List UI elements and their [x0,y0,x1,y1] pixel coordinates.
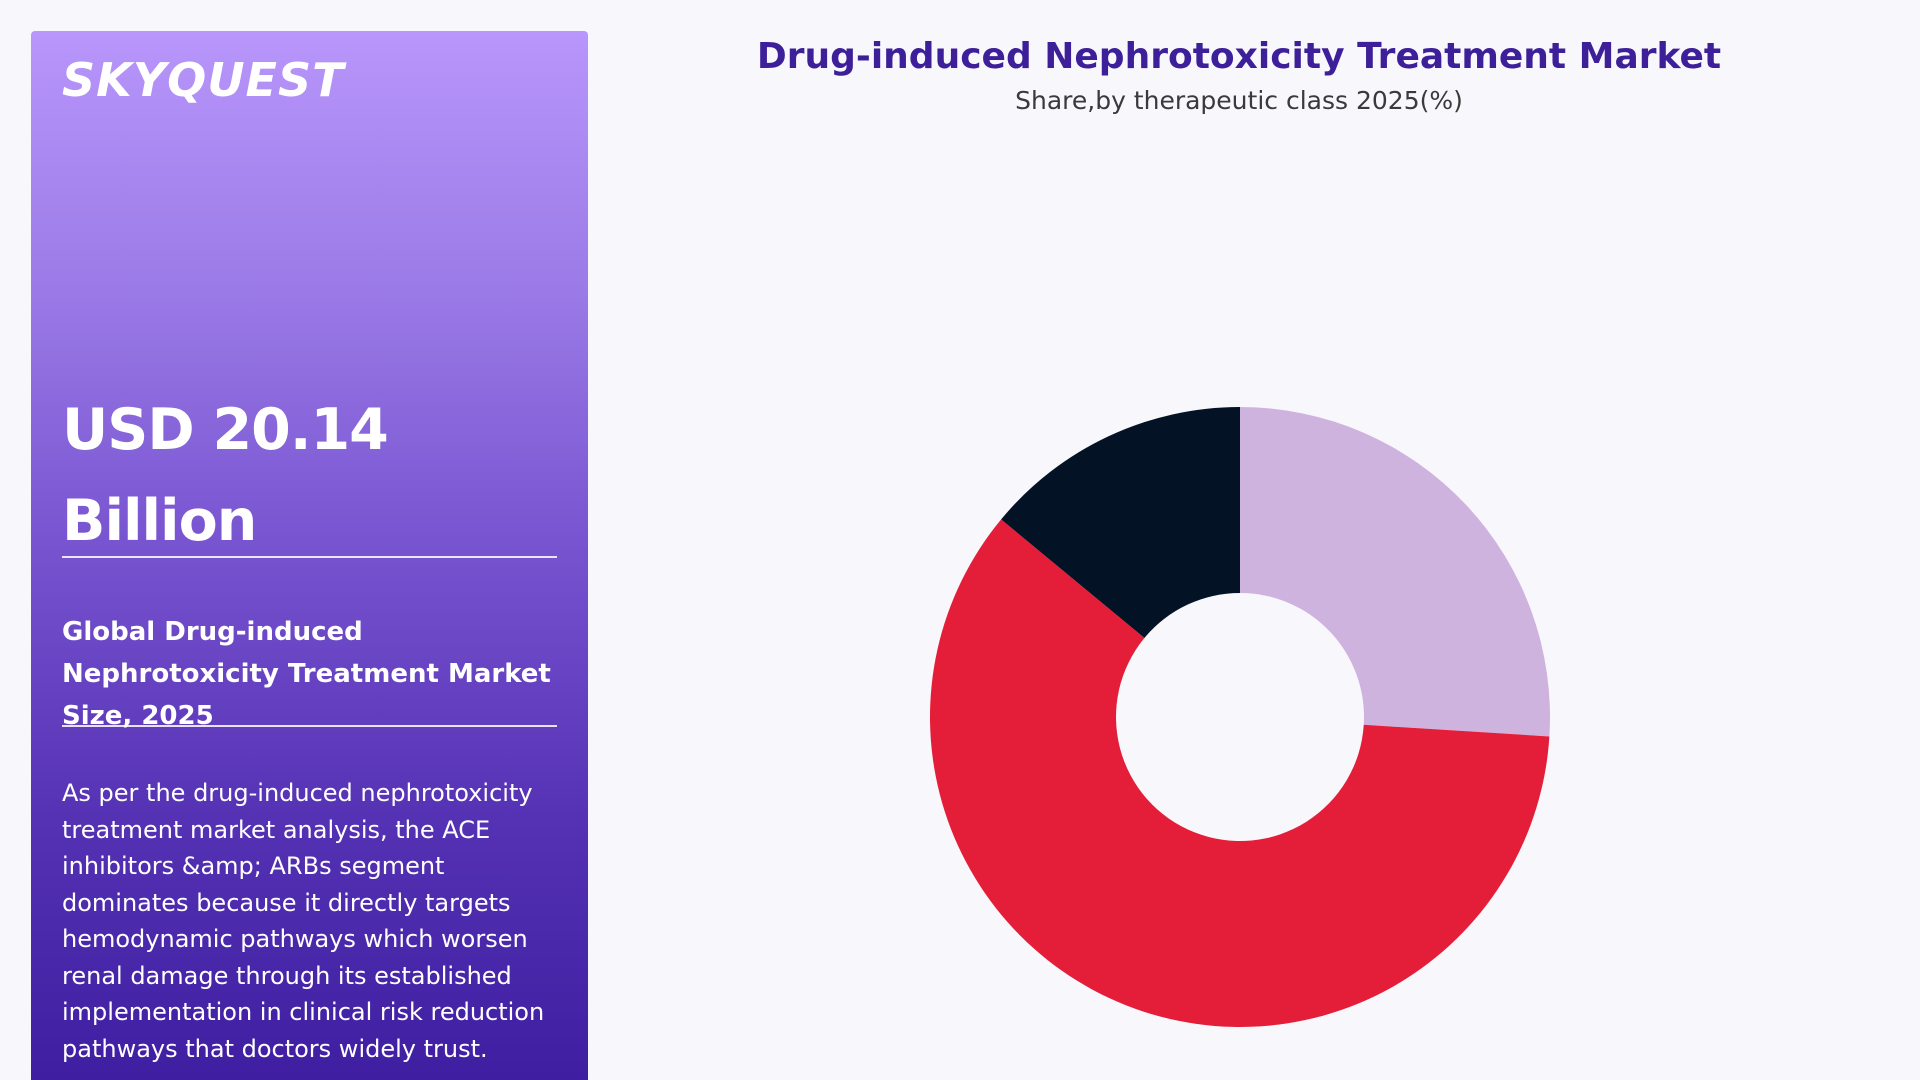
chart-title: Drug-induced Nephrotoxicity Treatment Ma… [756,36,1722,77]
divider [62,556,557,558]
donut-chart [929,407,1550,1027]
market-size-value: USD 20.14 Billion [62,397,389,554]
divider [62,725,557,727]
skyquest-logo: SKYQUEST [62,53,345,107]
market-size-label: Global Drug-induced Nephrotoxicity Treat… [62,617,551,731]
donut-slice-3 [1001,407,1240,638]
market-description: As per the drug-induced nephrotoxicity t… [62,779,545,1063]
donut-slice-2 [929,519,1550,1027]
summary-panel: SKYQUEST USD 20.14 Billion Global Drug-i… [31,31,588,1080]
chart-subtitle: Share,by therapeutic class 2025(%) [1015,86,1463,115]
donut-slice-1 [1240,407,1550,737]
